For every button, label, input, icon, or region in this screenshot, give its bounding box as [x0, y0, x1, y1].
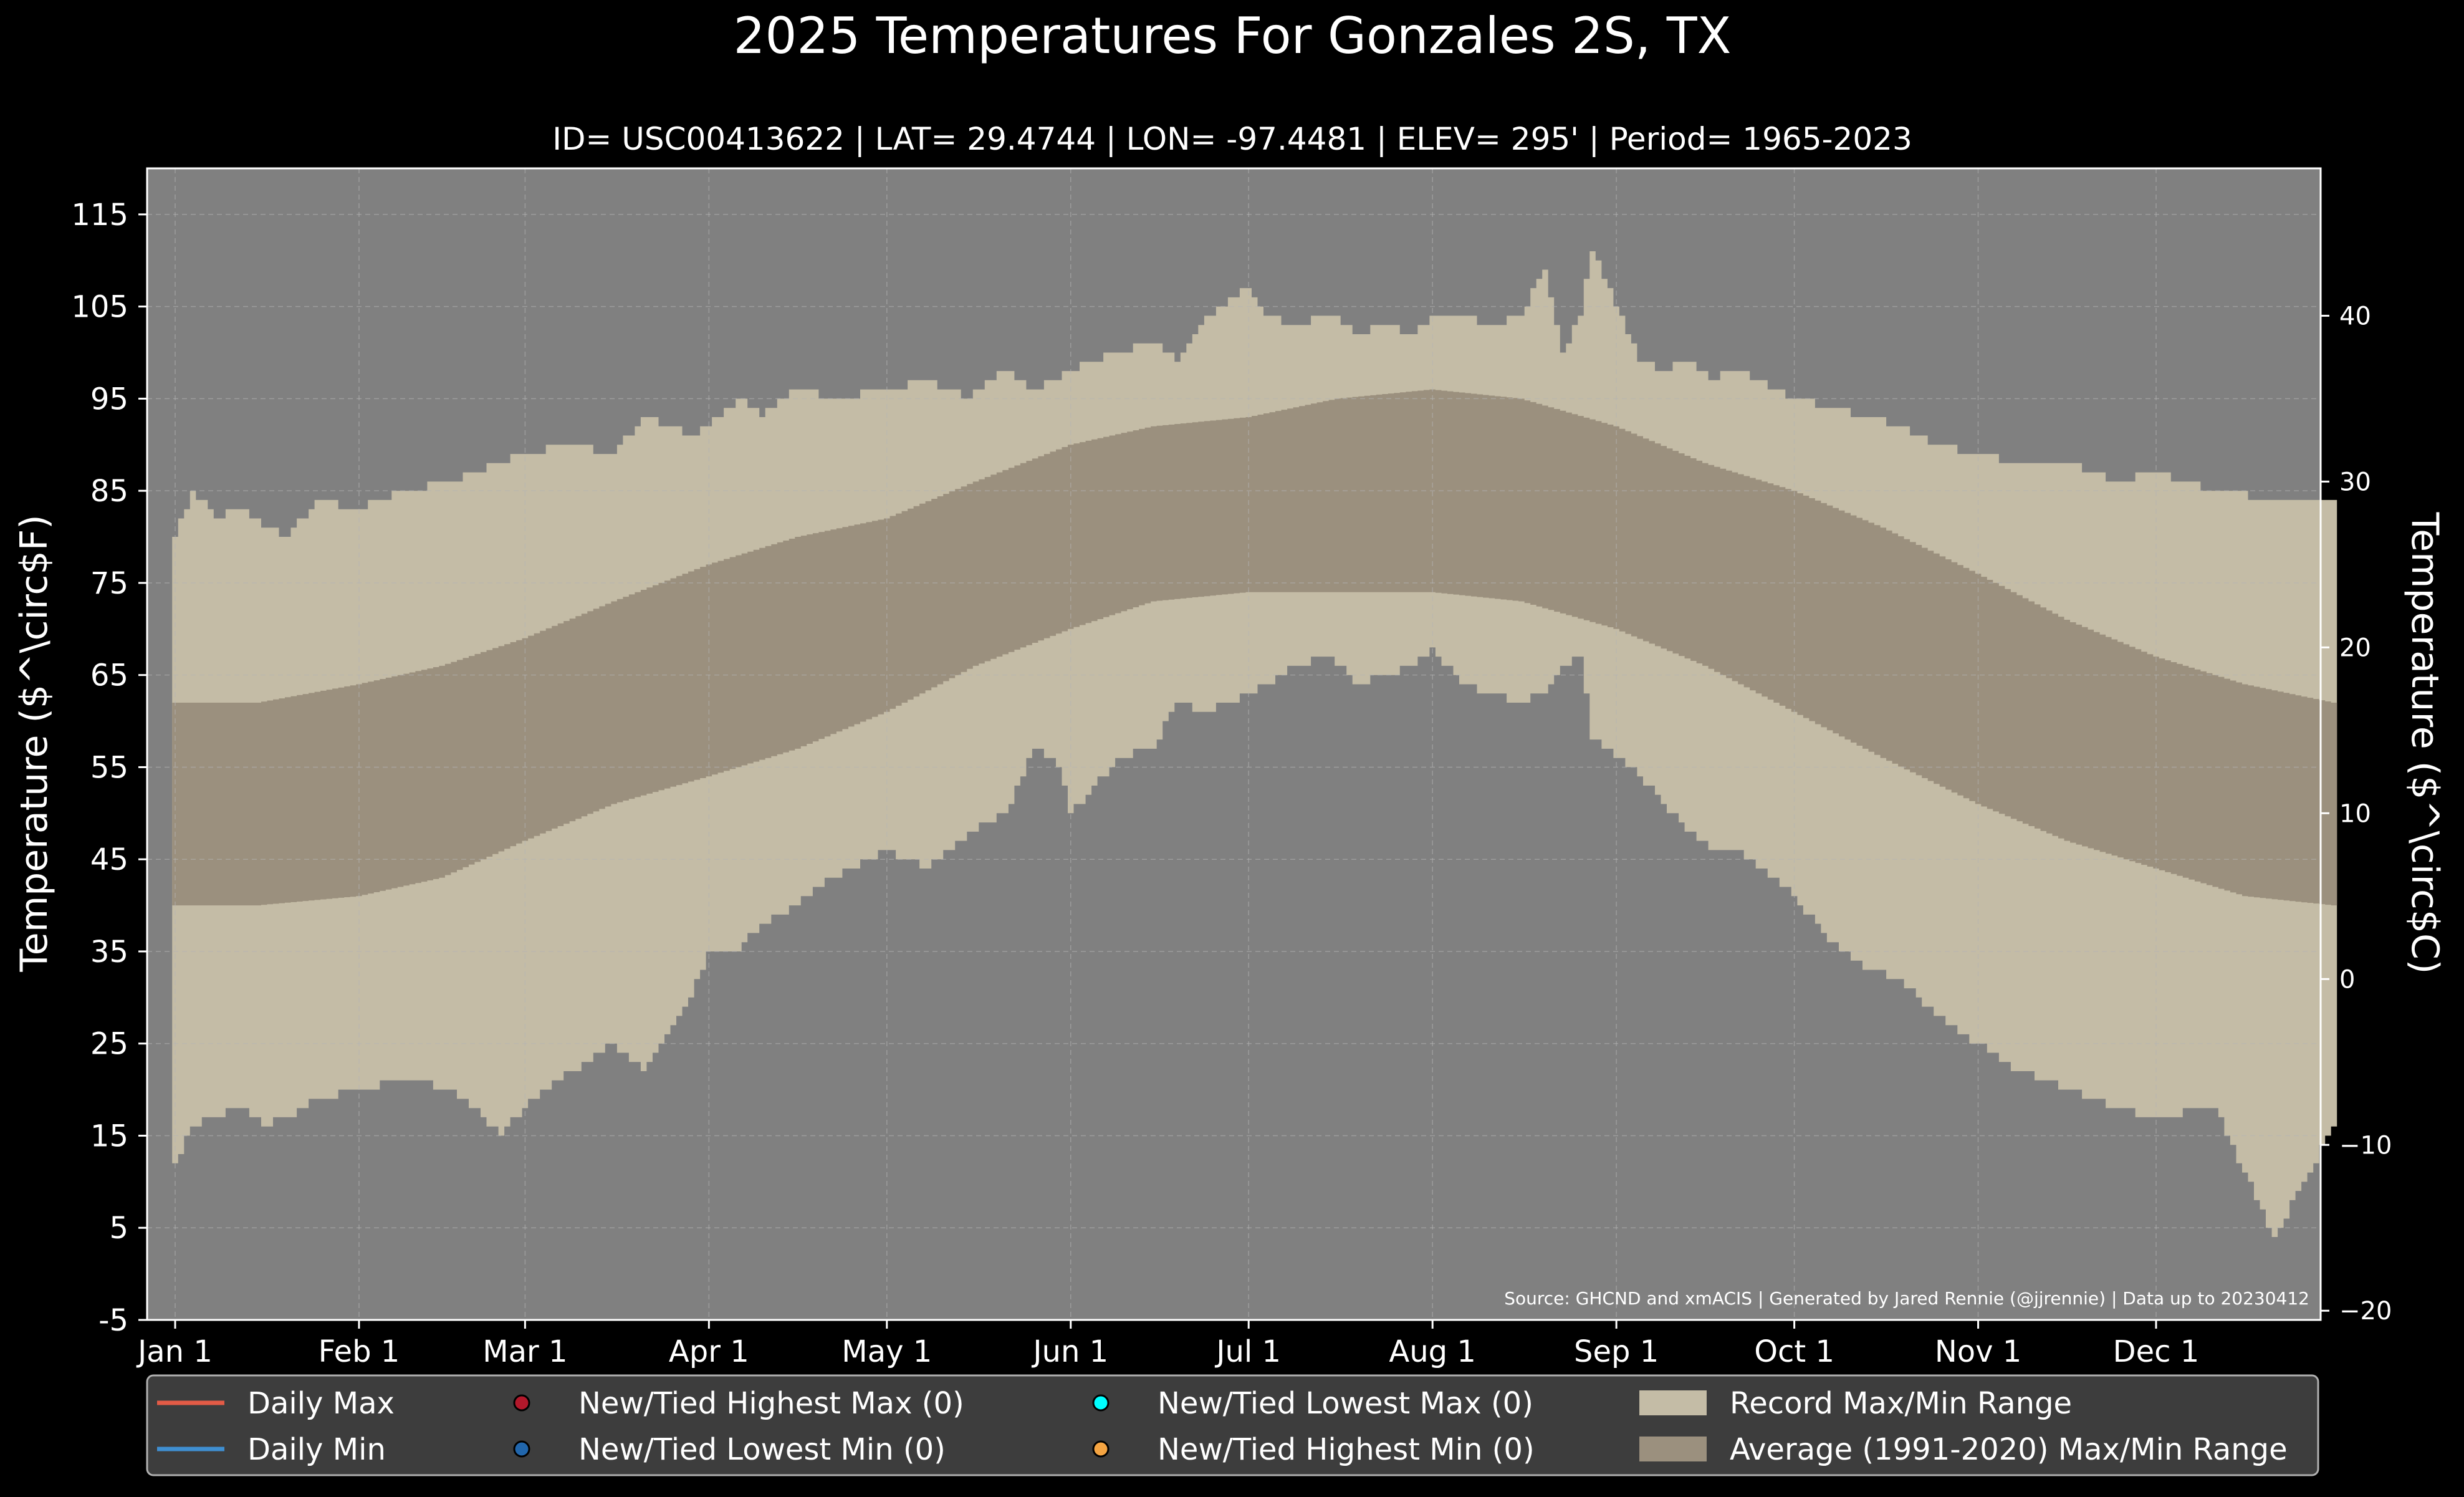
legend-swatch-patch	[1639, 1437, 1707, 1461]
y-tick-label: 5	[109, 1211, 128, 1246]
y-tick-label: 35	[90, 935, 128, 970]
plot-area	[147, 168, 2337, 1320]
y2-tick-label: 30	[2339, 468, 2371, 496]
y-axis-left: -5 5 15 25 35 45 55 65 75 85 95 105 115	[71, 198, 147, 1338]
x-tick-label: May 1	[841, 1334, 932, 1369]
y-axis-label-left: Temperature ($^\circ$F)	[12, 514, 56, 972]
x-tick-label: Aug 1	[1389, 1334, 1476, 1369]
y-tick-label: 105	[71, 290, 128, 325]
chart-title: 2025 Temperatures For Gonzales 2S, TX	[734, 7, 1732, 65]
y2-tick-label: −10	[2339, 1131, 2392, 1160]
x-tick-label: Mar 1	[482, 1334, 567, 1369]
legend-swatch-patch	[1639, 1390, 1707, 1415]
x-tick-label: Oct 1	[1754, 1334, 1834, 1369]
y2-tick-label: 40	[2339, 302, 2371, 330]
legend-swatch-marker	[513, 1394, 530, 1412]
plot-border	[146, 167, 2322, 1321]
x-tick-label: Jan 1	[136, 1334, 213, 1369]
y-tick-label: 95	[90, 382, 128, 416]
y-tick-label: 115	[71, 198, 128, 233]
y2-tick-label: 10	[2339, 799, 2371, 828]
x-axis: Jan 1 Feb 1 Mar 1 Apr 1 May 1 Jun 1 Jul 1 Aug 1…	[136, 1320, 2199, 1369]
legend-box	[146, 1374, 2319, 1476]
legend-label: Daily Max	[247, 1386, 395, 1421]
y2-tick-label: −20	[2339, 1297, 2392, 1326]
legend: Daily Max Daily Min New/Tied Highest Max (…	[146, 1374, 2319, 1476]
y-tick-label: 15	[90, 1119, 128, 1153]
legend-label: Daily Min	[247, 1432, 386, 1467]
y-tick-label: 85	[90, 474, 128, 509]
y-tick-label: 25	[90, 1027, 128, 1062]
y-axis-label-right: Temperature ($^\circ$C)	[2403, 512, 2447, 975]
y-tick-label: 65	[90, 658, 128, 693]
y-tick-label: 75	[90, 566, 128, 601]
legend-label: New/Tied Highest Max (0)	[578, 1386, 964, 1421]
x-tick-label: Apr 1	[669, 1334, 749, 1369]
legend-label: New/Tied Lowest Min (0)	[578, 1432, 946, 1467]
y-axis-right: −20 −10 0 10 20 30 40	[2321, 302, 2392, 1326]
x-tick-label: Dec 1	[2113, 1334, 2200, 1369]
y2-tick-label: 0	[2339, 965, 2355, 994]
legend-swatch-marker	[1092, 1440, 1110, 1458]
source-note: Source: GHCND and xmACIS | Generated by …	[1504, 1288, 2309, 1309]
chart-subtitle: ID= USC00413622 | LAT= 29.4744 | LON= -9…	[552, 121, 1912, 157]
legend-label: New/Tied Lowest Max (0)	[1158, 1386, 1533, 1421]
x-tick-label: Sep 1	[1574, 1334, 1659, 1369]
legend-label: New/Tied Highest Min (0)	[1158, 1432, 1535, 1467]
y-tick-label: 55	[90, 750, 128, 785]
y-tick-label: -5	[98, 1303, 128, 1338]
x-tick-label: Jul 1	[1214, 1334, 1281, 1369]
grid-lines	[147, 168, 2321, 1321]
legend-label: Average (1991-2020) Max/Min Range	[1730, 1432, 2288, 1467]
legend-swatch-marker	[513, 1440, 530, 1458]
x-tick-label: Jun 1	[1031, 1334, 1108, 1369]
x-tick-label: Nov 1	[1935, 1334, 2021, 1369]
y2-tick-label: 20	[2339, 633, 2371, 662]
legend-swatch-marker	[1092, 1394, 1110, 1412]
y-tick-label: 45	[90, 842, 128, 877]
average-range-band	[172, 389, 2337, 906]
x-tick-label: Feb 1	[319, 1334, 400, 1369]
legend-label: Record Max/Min Range	[1730, 1386, 2072, 1421]
